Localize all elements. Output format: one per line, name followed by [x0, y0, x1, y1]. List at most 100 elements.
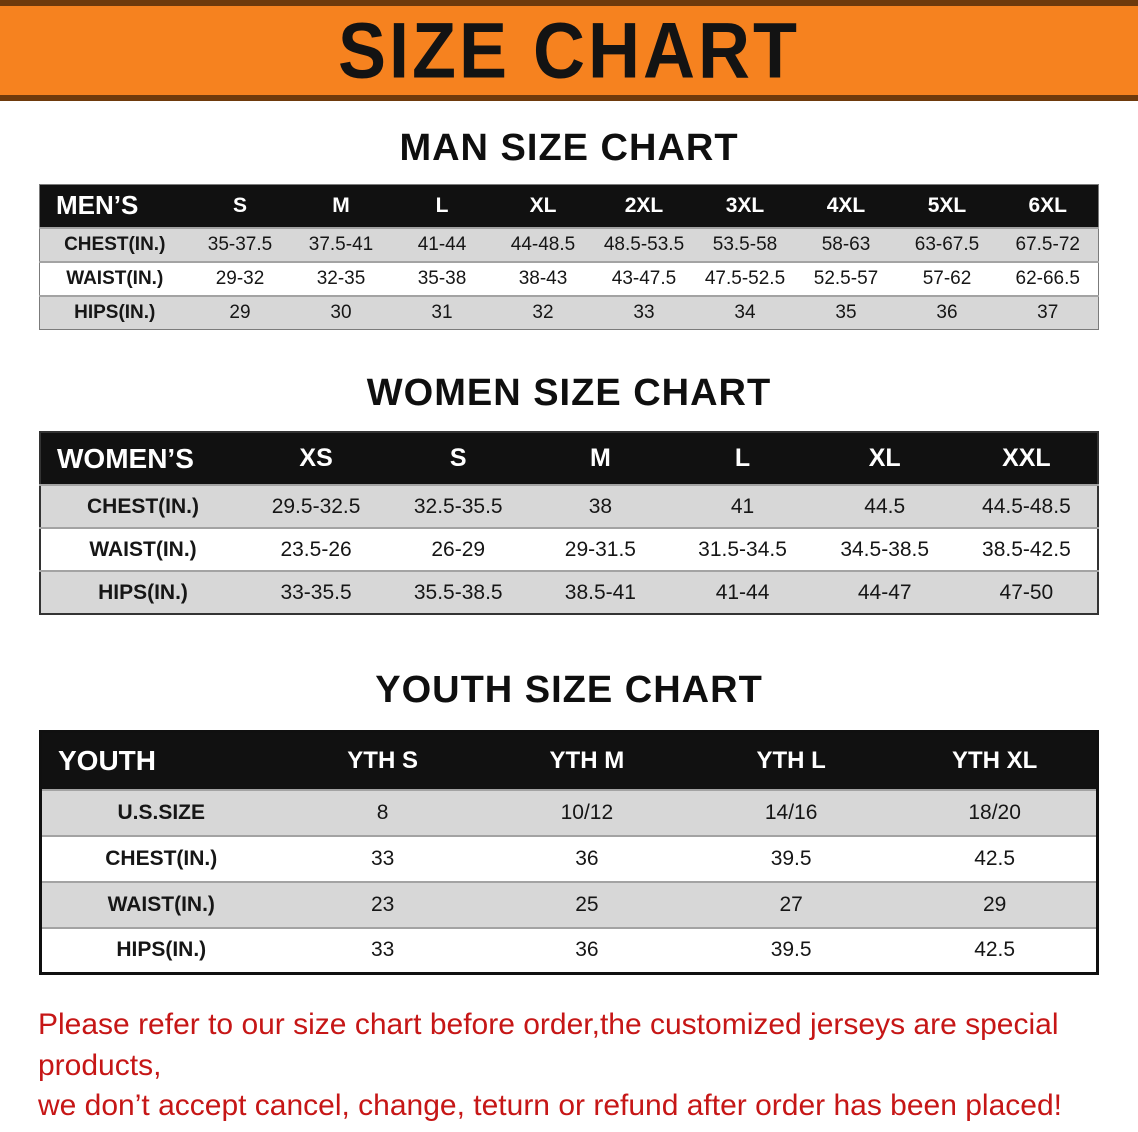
men-col-header: 2XL — [593, 184, 695, 228]
banner: SIZE CHART — [0, 0, 1138, 101]
size-cell: 62-66.5 — [1015, 267, 1080, 289]
size-cell: 37.5-41 — [308, 233, 374, 255]
size-cell: 43-47.5 — [611, 267, 677, 289]
size-cell: 36 — [575, 938, 599, 962]
youth-header-row: YOUTH YTH S YTH M YTH L YTH XL — [40, 731, 1098, 790]
women-hips-row: HIPS(IN.) 33-35.5 35.5-38.5 38.5-41 41-4… — [40, 571, 1098, 614]
size-cell: 38.5-42.5 — [982, 537, 1071, 561]
size-cell: 52.5-57 — [813, 267, 879, 289]
row-label: HIPS(IN.) — [98, 580, 188, 604]
size-cell: 57-62 — [922, 267, 972, 289]
youth-ussize-row: U.S.SIZE 8 10/12 14/16 18/20 — [40, 789, 1098, 836]
disclaimer-line-1: Please refer to our size chart before or… — [38, 1008, 1059, 1082]
size-cell: 29 — [229, 301, 251, 323]
row-label: WAIST(IN.) — [66, 267, 164, 289]
size-cell: 58-63 — [821, 233, 871, 255]
row-label: U.S.SIZE — [117, 800, 206, 824]
women-col-header: XL — [813, 432, 956, 485]
row-label: HIPS(IN.) — [116, 938, 207, 962]
size-cell: 41-44 — [715, 580, 770, 604]
size-cell: 33-35.5 — [280, 580, 352, 604]
size-cell: 41-44 — [417, 233, 467, 255]
men-col-header: L — [391, 184, 493, 228]
men-col-header: 6XL — [997, 184, 1099, 228]
women-header-row: WOMEN’S XS S M L XL XXL — [40, 432, 1098, 485]
women-col-header: M — [529, 432, 672, 485]
men-col-header: 5XL — [896, 184, 998, 228]
men-section-title: MAN SIZE CHART — [399, 127, 739, 169]
disclaimer: Please refer to our size chart before or… — [38, 1005, 1100, 1127]
size-cell: 29 — [982, 892, 1007, 916]
men-section: MAN SIZE CHART MEN’S S M L XL 2XL 3XL 4X… — [0, 127, 1138, 330]
row-label: WAIST(IN.) — [107, 892, 215, 916]
size-cell: 31 — [431, 301, 453, 323]
youth-size-table: YOUTH YTH S YTH M YTH L YTH XL U.S.SIZE … — [39, 730, 1099, 975]
disclaimer-line-2: we don’t accept cancel, change, teturn o… — [38, 1089, 1062, 1122]
size-cell: 10/12 — [560, 800, 614, 824]
size-cell: 33 — [370, 938, 395, 962]
women-col-header: L — [671, 432, 814, 485]
size-cell: 29-32 — [215, 267, 265, 289]
youth-hips-row: HIPS(IN.) 33 36 39.5 42.5 — [40, 927, 1098, 974]
men-col-header: XL — [492, 184, 594, 228]
size-cell: 41 — [730, 494, 755, 518]
women-size-table: WOMEN’S XS S M L XL XXL CHEST(IN.) 29.5-… — [39, 431, 1099, 615]
size-cell: 38-43 — [518, 267, 568, 289]
size-cell: 38.5-41 — [564, 580, 636, 604]
men-hips-row: HIPS(IN.) 29 30 31 32 33 34 35 36 37 — [39, 295, 1099, 330]
size-cell: 34 — [734, 301, 756, 323]
size-cell: 35.5-38.5 — [413, 580, 503, 604]
size-cell: 36 — [575, 846, 599, 870]
size-cell: 39.5 — [770, 846, 812, 870]
size-cell: 32.5-35.5 — [413, 494, 503, 518]
youth-section: YOUTH SIZE CHART YOUTH YTH S YTH M YTH L… — [0, 669, 1138, 975]
size-cell: 47.5-52.5 — [704, 267, 786, 289]
size-cell: 32-35 — [316, 267, 366, 289]
size-cell: 32 — [532, 301, 554, 323]
size-cell: 42.5 — [974, 846, 1016, 870]
size-cell: 42.5 — [974, 938, 1016, 962]
men-waist-row: WAIST(IN.) 29-32 32-35 35-38 38-43 43-47… — [39, 261, 1099, 296]
size-cell: 26-29 — [431, 537, 486, 561]
size-cell: 35 — [835, 301, 857, 323]
size-cell: 25 — [575, 892, 599, 916]
men-header-row: MEN’S S M L XL 2XL 3XL 4XL 5XL 6XL — [39, 184, 1099, 228]
women-waist-row: WAIST(IN.) 23.5-26 26-29 29-31.5 31.5-34… — [40, 528, 1098, 571]
women-section-title: WOMEN SIZE CHART — [366, 372, 772, 414]
youth-col-header: YTH XL — [893, 731, 1098, 790]
youth-corner-label: YOUTH — [40, 731, 281, 790]
row-label: WAIST(IN.) — [89, 537, 197, 561]
men-col-header: S — [189, 184, 291, 228]
youth-col-header: YTH L — [689, 731, 894, 790]
women-col-header: S — [387, 432, 530, 485]
women-chest-row: CHEST(IN.) 29.5-32.5 32.5-35.5 38 41 44.… — [40, 485, 1098, 528]
youth-col-header: YTH M — [484, 731, 689, 790]
size-cell: 44-47 — [857, 580, 912, 604]
size-cell: 14/16 — [764, 800, 818, 824]
size-cell: 33 — [370, 846, 395, 870]
youth-col-header: YTH S — [280, 731, 485, 790]
size-cell: 8 — [376, 800, 389, 824]
size-cell: 18/20 — [968, 800, 1021, 824]
size-cell: 30 — [330, 301, 352, 323]
men-col-header: 4XL — [795, 184, 897, 228]
size-cell: 38 — [588, 494, 613, 518]
size-cell: 31.5-34.5 — [698, 537, 787, 561]
size-cell: 37 — [1037, 301, 1059, 323]
size-cell: 53.5-58 — [712, 233, 778, 255]
size-cell: 29.5-32.5 — [271, 494, 361, 518]
size-cell: 23.5-26 — [280, 537, 352, 561]
women-col-header: XS — [245, 432, 388, 485]
row-label: CHEST(IN.) — [64, 233, 166, 255]
size-cell: 35-37.5 — [207, 233, 273, 255]
men-size-table: MEN’S S M L XL 2XL 3XL 4XL 5XL 6XL CHEST… — [39, 184, 1099, 330]
size-cell: 29-31.5 — [564, 537, 636, 561]
men-col-header: M — [290, 184, 392, 228]
row-label: HIPS(IN.) — [74, 301, 156, 323]
youth-section-title: YOUTH SIZE CHART — [375, 669, 763, 711]
row-label: CHEST(IN.) — [105, 846, 218, 870]
row-label: CHEST(IN.) — [87, 494, 199, 518]
size-cell: 44-48.5 — [510, 233, 576, 255]
size-cell: 39.5 — [770, 938, 812, 962]
